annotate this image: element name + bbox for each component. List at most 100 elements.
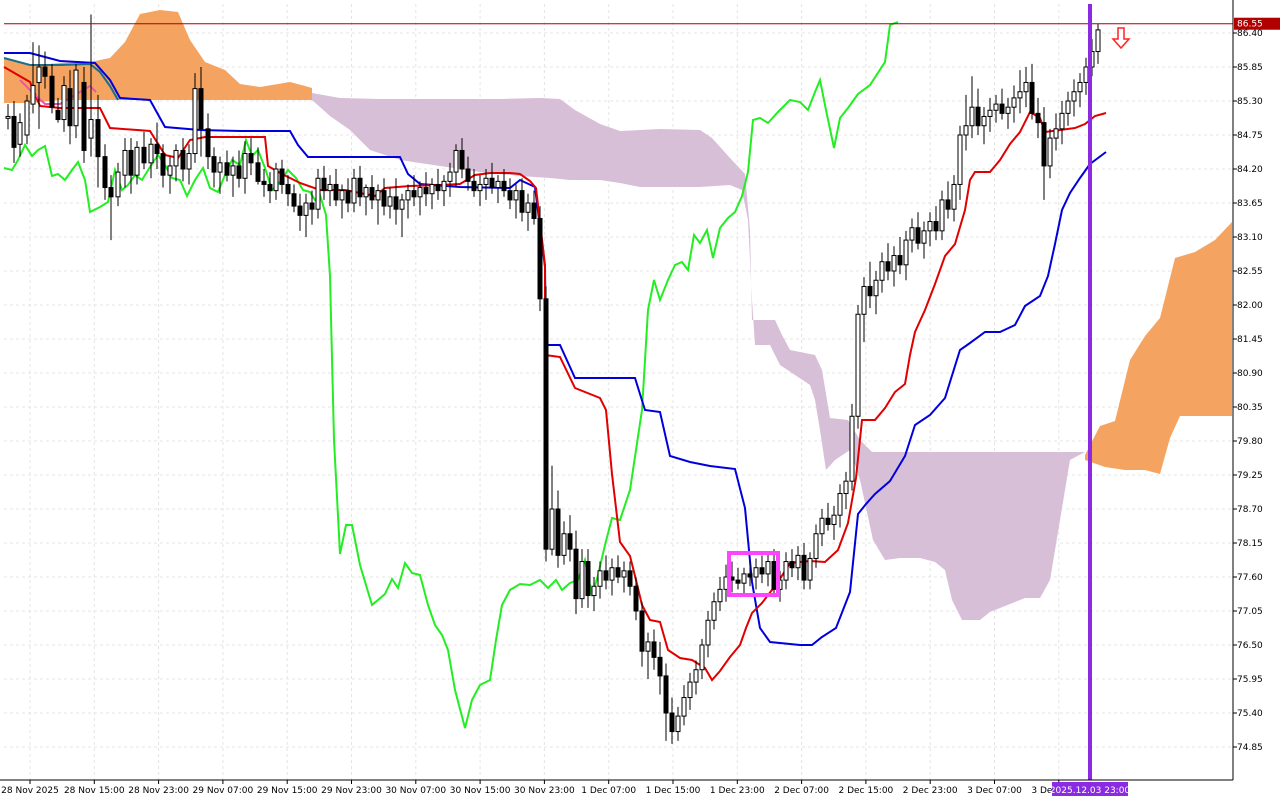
- candle-bull: [1047, 137, 1053, 167]
- candle-bear: [975, 106, 981, 127]
- candle-bear: [67, 88, 73, 127]
- candle-bear: [1035, 112, 1041, 124]
- candle-bull: [849, 415, 855, 482]
- cloud-bullish: [4, 10, 312, 103]
- y-tick-label: 80.35: [1237, 403, 1263, 413]
- candle-bull: [61, 85, 67, 121]
- candle-bear: [573, 548, 579, 600]
- candle-bull: [477, 183, 483, 192]
- candle-bear: [657, 656, 663, 677]
- candle-bear: [267, 183, 273, 192]
- kijun-sen: [4, 52, 1107, 646]
- y-tick-label: 78.70: [1237, 505, 1263, 515]
- y-tick-label: 77.60: [1237, 573, 1263, 583]
- candle-bull: [687, 681, 693, 699]
- candle-bull: [1077, 81, 1083, 93]
- candle-bull: [1023, 81, 1029, 93]
- candle-bull: [831, 514, 837, 525]
- candle-bear: [333, 183, 339, 201]
- candle-bear: [369, 187, 375, 201]
- candle-bull: [375, 190, 381, 201]
- candle-bull: [148, 143, 154, 164]
- candle-bull: [939, 199, 945, 232]
- candle-bull: [339, 190, 345, 201]
- candle-bull: [186, 153, 192, 170]
- y-tick-label: 82.55: [1237, 267, 1263, 277]
- candle-bull: [230, 165, 236, 176]
- candle-bear: [309, 202, 315, 210]
- candle-bull: [591, 585, 597, 597]
- candle-bear: [945, 199, 951, 210]
- y-tick-label: 78.15: [1237, 539, 1263, 549]
- candle-bull: [363, 187, 369, 198]
- candle-bear: [42, 66, 48, 77]
- candle-bull: [807, 557, 813, 581]
- current-price-badge: [1234, 17, 1280, 30]
- candle-bear: [160, 153, 166, 176]
- candle-bear: [411, 190, 417, 198]
- candle-bull: [861, 285, 867, 315]
- y-tick-label: 83.65: [1237, 199, 1263, 209]
- candle-bull: [741, 573, 747, 584]
- candle-bull: [879, 261, 885, 281]
- candle-bull: [765, 561, 771, 575]
- candle-bear: [345, 190, 351, 204]
- candle-bull: [242, 153, 248, 179]
- candle-bull: [24, 100, 30, 136]
- candle-bull: [1053, 128, 1059, 139]
- candle-bull: [5, 115, 11, 119]
- candle-bear: [639, 610, 645, 652]
- candle-bull: [447, 171, 453, 182]
- candle-bear: [567, 533, 573, 550]
- candle-bear: [885, 261, 891, 272]
- candle-bull: [1065, 100, 1071, 114]
- candle-bull: [453, 149, 459, 173]
- candle-bull: [717, 588, 723, 603]
- y-tick-label: 82.00: [1237, 301, 1263, 311]
- candle-bull: [405, 190, 411, 201]
- candle-bear: [291, 193, 297, 207]
- candle-bull: [597, 570, 603, 587]
- candle-bull: [1095, 29, 1101, 53]
- candle-bear: [1041, 122, 1047, 167]
- x-tick-label: 3 Dec 07:00: [967, 786, 1022, 796]
- x-tick-label: 30 Nov 07:00: [385, 786, 446, 796]
- candle-bear: [471, 180, 477, 192]
- sell-arrow-icon: [1111, 27, 1131, 50]
- candle-bear: [102, 156, 108, 189]
- candle-bull: [30, 85, 36, 105]
- candle-bear: [501, 180, 507, 192]
- candle-bear: [789, 561, 795, 569]
- candle-bear: [357, 177, 363, 198]
- candle-bear: [224, 162, 230, 176]
- highlight-box: [727, 551, 780, 597]
- candle-bear: [627, 570, 633, 587]
- candle-bear: [747, 573, 753, 578]
- candle-bear: [669, 712, 675, 733]
- candle-bull: [327, 183, 333, 192]
- candle-bull: [441, 180, 447, 192]
- candle-bull: [115, 171, 121, 198]
- candle-bear: [81, 81, 87, 151]
- candle-bull: [981, 115, 987, 127]
- y-tick-label: 80.90: [1237, 369, 1263, 379]
- candle-bear: [285, 183, 291, 195]
- candle-bear: [11, 115, 17, 148]
- candle-bear: [651, 641, 657, 658]
- x-tick-label: 30 Nov 23:00: [514, 786, 575, 796]
- candle-bear: [49, 75, 55, 108]
- candle-bull: [963, 125, 969, 136]
- candle-bull: [681, 697, 687, 717]
- candle-bear: [211, 156, 217, 173]
- candle-bull: [993, 103, 999, 111]
- x-tick-label: 1 Dec 15:00: [646, 786, 701, 796]
- chikou-span: [3, 21, 899, 729]
- candle-bear: [128, 149, 134, 176]
- x-tick-label: 2 Dec 15:00: [838, 786, 893, 796]
- candle-bull: [957, 134, 963, 185]
- candle-bull: [36, 66, 42, 83]
- candle-bull: [88, 119, 94, 139]
- candle-bear: [154, 143, 160, 155]
- candle-bull: [273, 168, 279, 192]
- candle-bear: [825, 517, 831, 525]
